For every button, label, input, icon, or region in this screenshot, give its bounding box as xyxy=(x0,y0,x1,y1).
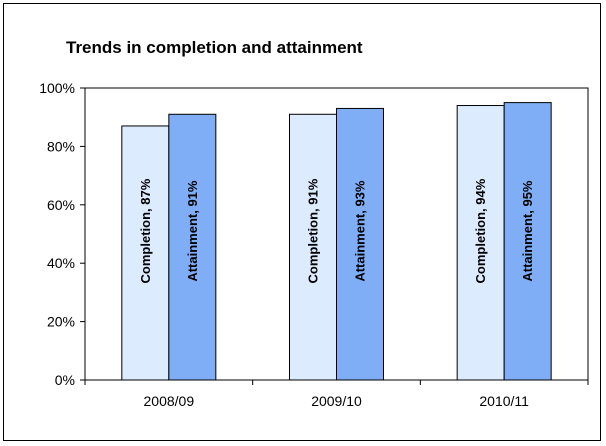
data-label: Attainment, 93% xyxy=(353,180,368,282)
data-label: Completion, 94% xyxy=(473,178,488,283)
bars xyxy=(121,102,552,381)
bar-labels: Completion, 87% Attainment, 91% Completion… xyxy=(138,178,535,283)
bar-attainment xyxy=(168,113,217,381)
bar-completion xyxy=(289,113,337,381)
data-label: Attainment, 95% xyxy=(520,180,535,282)
x-axis: 2008/09 2009/10 2010/11 xyxy=(84,380,589,409)
y-tick-label: 80% xyxy=(47,138,75,154)
data-label: Attainment, 91% xyxy=(185,180,200,282)
data-label: Completion, 91% xyxy=(306,178,321,283)
y-tick-label: 60% xyxy=(47,197,75,213)
y-tick-label: 0% xyxy=(55,372,75,388)
x-tick-label: 2010/11 xyxy=(479,393,529,409)
x-tick-label: 2009/10 xyxy=(311,393,362,409)
bar-completion xyxy=(121,125,170,381)
bar-completion xyxy=(456,105,505,381)
bar-attainment xyxy=(336,107,384,381)
chart-title: Trends in completion and attainment xyxy=(66,38,363,57)
x-tick-label: 2008/09 xyxy=(144,393,195,409)
bar-attainment xyxy=(503,102,552,381)
y-axis: 0% 20% 40% 60% 80% 100% xyxy=(39,80,85,388)
y-tick-label: 100% xyxy=(39,80,75,96)
data-label: Completion, 87% xyxy=(138,178,153,283)
y-tick-label: 40% xyxy=(47,255,75,271)
y-tick-label: 20% xyxy=(47,314,75,330)
